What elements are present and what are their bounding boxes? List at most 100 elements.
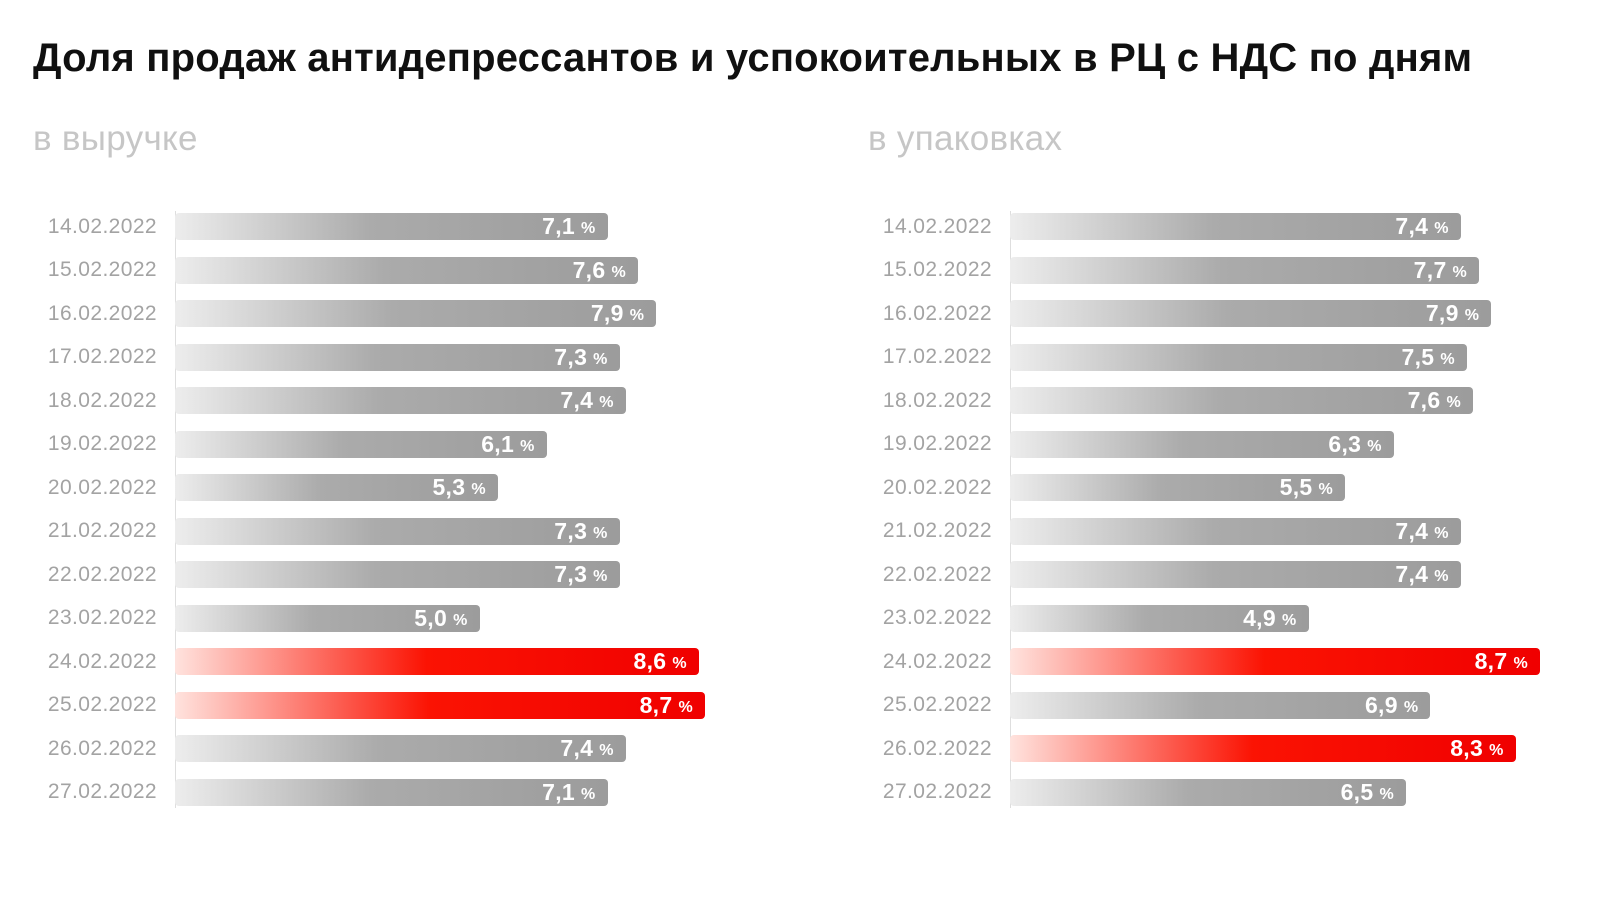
value-label: 7,3% xyxy=(554,561,608,588)
percent-sign: % xyxy=(593,568,608,586)
date-label: 26.02.2022 xyxy=(47,736,157,760)
bar: 6,1% xyxy=(175,430,547,458)
bar-track: 5,3% xyxy=(175,474,705,502)
bar: 5,3% xyxy=(175,474,498,502)
date-label: 24.02.2022 xyxy=(882,649,992,673)
bar: 7,9% xyxy=(175,300,657,328)
chart-rows-revenue: 14.02.2022 7,1% 15.02.2022 7,6% 16.02.2022 7,… xyxy=(33,205,705,814)
chart-row: 17.02.2022 7,5% xyxy=(868,336,1540,380)
chart-row: 27.02.2022 6,5% xyxy=(868,771,1540,815)
value-label: 4,9% xyxy=(1243,604,1297,631)
bar-highlighted: 8,6% xyxy=(175,648,699,676)
bar: 6,3% xyxy=(1010,430,1394,458)
percent-sign: % xyxy=(580,220,596,238)
chart-row: 23.02.2022 5,0% xyxy=(33,597,705,641)
chart-row: 24.02.2022 8,7% xyxy=(868,640,1540,684)
chart-packages: в упаковках 14.02.2022 7,4% 15.02.2022 7,7%… xyxy=(868,119,1540,814)
chart-row: 17.02.2022 7,3% xyxy=(33,336,705,380)
percent-sign: % xyxy=(1489,742,1504,760)
percent-sign: % xyxy=(672,655,687,673)
percent-sign: % xyxy=(1379,785,1394,803)
chart-row: 23.02.2022 4,9% xyxy=(868,597,1540,641)
value-label: 5,5% xyxy=(1279,474,1334,501)
bar: 7,5% xyxy=(1010,343,1467,371)
date-label: 21.02.2022 xyxy=(47,519,157,543)
date-label: 21.02.2022 xyxy=(882,519,992,543)
value-label: 7,3% xyxy=(554,517,608,544)
value-label: 7,4% xyxy=(560,387,614,414)
bar-track: 7,4% xyxy=(1010,517,1540,545)
chart-row: 26.02.2022 8,3% xyxy=(868,727,1540,771)
date-label: 19.02.2022 xyxy=(882,432,992,456)
bar-track: 7,6% xyxy=(175,256,705,284)
value-label: 8,6% xyxy=(633,648,687,675)
bar-track: 6,9% xyxy=(1010,691,1540,719)
date-label: 26.02.2022 xyxy=(882,736,992,760)
percent-sign: % xyxy=(1434,524,1449,542)
chart-row: 14.02.2022 7,4% xyxy=(868,205,1540,249)
value-label: 5,0% xyxy=(414,604,468,631)
date-label: 20.02.2022 xyxy=(47,475,157,499)
date-label: 23.02.2022 xyxy=(47,606,157,630)
percent-sign: % xyxy=(1513,655,1528,673)
chart-row: 25.02.2022 8,7% xyxy=(33,684,705,728)
bar: 7,6% xyxy=(1010,387,1473,415)
date-label: 14.02.2022 xyxy=(47,214,157,238)
bar-track: 6,5% xyxy=(1010,778,1540,806)
percent-sign: % xyxy=(1281,611,1297,629)
value-label: 5,3% xyxy=(432,474,486,501)
value-label: 7,9% xyxy=(590,300,645,327)
chart-row: 24.02.2022 8,6% xyxy=(33,640,705,684)
bar-track: 6,3% xyxy=(1010,430,1540,458)
percent-sign: % xyxy=(1434,568,1449,586)
bar: 7,3% xyxy=(175,517,620,545)
value-label: 7,4% xyxy=(1395,561,1449,588)
percent-sign: % xyxy=(1440,350,1455,368)
chart-row: 19.02.2022 6,1% xyxy=(33,423,705,467)
date-label: 14.02.2022 xyxy=(882,214,992,238)
bar-track: 8,3% xyxy=(1010,735,1540,763)
value-label: 8,7% xyxy=(1474,648,1528,675)
bar: 7,4% xyxy=(1010,561,1461,589)
chart-row: 15.02.2022 7,6% xyxy=(33,249,705,293)
bar-track: 4,9% xyxy=(1010,604,1540,632)
value-label: 7,1% xyxy=(542,778,596,805)
bar-track: 7,4% xyxy=(1010,213,1540,241)
percent-sign: % xyxy=(593,524,608,542)
value-label: 7,4% xyxy=(1395,213,1449,240)
chart-row: 16.02.2022 7,9% xyxy=(868,292,1540,336)
value-label: 6,5% xyxy=(1340,778,1394,805)
page-title: Доля продаж антидепрессантов и успокоите… xyxy=(33,36,1473,80)
bar-track: 7,3% xyxy=(175,517,705,545)
percent-sign: % xyxy=(471,481,486,499)
value-label: 7,3% xyxy=(554,343,608,370)
bar: 7,1% xyxy=(175,778,608,806)
date-label: 27.02.2022 xyxy=(882,780,992,804)
bar-track: 7,3% xyxy=(175,343,705,371)
date-label: 22.02.2022 xyxy=(47,562,157,586)
bar: 7,4% xyxy=(1010,517,1461,545)
bar-track: 7,4% xyxy=(1010,561,1540,589)
percent-sign: % xyxy=(1318,481,1334,499)
chart-row: 22.02.2022 7,3% xyxy=(33,553,705,597)
date-label: 27.02.2022 xyxy=(47,780,157,804)
percent-sign: % xyxy=(599,394,614,412)
bar-track: 7,9% xyxy=(175,300,705,328)
value-label: 7,7% xyxy=(1413,256,1468,283)
bar: 7,7% xyxy=(1010,256,1480,284)
bar-track: 8,6% xyxy=(175,648,705,676)
value-label: 7,6% xyxy=(572,256,626,283)
bar: 7,6% xyxy=(175,256,638,284)
bar: 7,9% xyxy=(1010,300,1492,328)
date-label: 16.02.2022 xyxy=(47,301,157,325)
bar-track: 7,1% xyxy=(175,778,705,806)
bar: 7,1% xyxy=(175,213,608,241)
percent-sign: % xyxy=(520,437,535,455)
chart-row: 20.02.2022 5,3% xyxy=(33,466,705,510)
infographic-page: Доля продаж антидепрессантов и успокоите… xyxy=(33,36,1540,814)
bar-highlighted: 8,7% xyxy=(1010,648,1540,676)
percent-sign: % xyxy=(1403,698,1419,716)
bar-track: 5,5% xyxy=(1010,474,1540,502)
date-label: 18.02.2022 xyxy=(882,388,992,412)
chart-row: 18.02.2022 7,6% xyxy=(868,379,1540,423)
